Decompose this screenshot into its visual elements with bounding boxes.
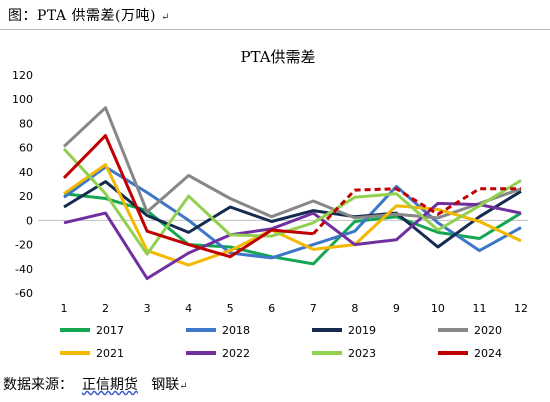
y-tick-label: 40 bbox=[19, 166, 33, 179]
x-tick-label: 11 bbox=[472, 302, 486, 315]
y-tick-label: -60 bbox=[15, 287, 33, 300]
legend-label-2017: 2017 bbox=[96, 324, 124, 337]
return-mark-icon: ↵ bbox=[179, 381, 188, 392]
legend-label-2024: 2024 bbox=[474, 347, 502, 360]
x-tick-label: 6 bbox=[268, 302, 275, 315]
return-mark-icon: ↵ bbox=[160, 12, 170, 23]
x-tick-label: 7 bbox=[310, 302, 317, 315]
y-tick-labels: -60 -40 -20 0 20 40 60 80 100 120 bbox=[12, 69, 33, 300]
legend-label-2023: 2023 bbox=[348, 347, 376, 360]
legend-label-2020: 2020 bbox=[474, 324, 502, 337]
series-lines bbox=[62, 106, 522, 280]
y-tick-label: 80 bbox=[19, 117, 33, 130]
series-line-2022 bbox=[63, 201, 522, 280]
x-tick-label: 1 bbox=[61, 302, 68, 315]
x-tick-label: 3 bbox=[144, 302, 151, 315]
caption-divider bbox=[0, 29, 550, 30]
x-tick-labels: 1 2 3 4 5 6 7 8 9 10 11 12 bbox=[61, 302, 529, 315]
x-tick-label: 2 bbox=[102, 302, 109, 315]
x-tick-label: 10 bbox=[431, 302, 445, 315]
legend: 2017 2018 2019 2020 2021 2022 2023 2024 bbox=[60, 324, 502, 360]
legend-label-2019: 2019 bbox=[348, 324, 376, 337]
figure-caption-text: 图：PTA 供需差(万吨) bbox=[8, 8, 156, 24]
legend-label-2022: 2022 bbox=[222, 347, 250, 360]
series-line-2024-dashed bbox=[312, 187, 521, 235]
y-tick-label: 20 bbox=[19, 190, 33, 203]
series-line-2023 bbox=[62, 147, 522, 256]
series-line-2019 bbox=[63, 180, 522, 249]
series-line-2021 bbox=[63, 163, 522, 267]
legend-label-2018: 2018 bbox=[222, 324, 250, 337]
series-line-2024 bbox=[62, 134, 314, 259]
x-tick-label: 9 bbox=[393, 302, 400, 315]
y-tick-label: 100 bbox=[12, 93, 33, 106]
x-tick-label: 5 bbox=[227, 302, 234, 315]
y-tick-label: 60 bbox=[19, 142, 33, 155]
source-name-2: 钢联 bbox=[151, 377, 180, 393]
y-tick-label: 120 bbox=[12, 69, 33, 82]
legend-label-2021: 2021 bbox=[96, 347, 124, 360]
y-tick-label: -20 bbox=[15, 239, 33, 252]
data-source: 数据来源： 正信期货 钢联↵ bbox=[3, 374, 188, 394]
x-tick-label: 12 bbox=[514, 302, 528, 315]
y-tick-label: -40 bbox=[15, 263, 33, 276]
x-tick-label: 4 bbox=[185, 302, 192, 315]
y-tick-label: 0 bbox=[26, 214, 33, 227]
x-tick-label: 8 bbox=[351, 302, 358, 315]
figure-caption: 图：PTA 供需差(万吨) ↵ bbox=[8, 5, 170, 25]
source-name-1: 正信期货 bbox=[81, 377, 138, 393]
series-line-2020 bbox=[62, 106, 522, 220]
source-label: 数据来源： bbox=[3, 377, 73, 393]
chart-title: PTA供需差 bbox=[240, 48, 315, 66]
